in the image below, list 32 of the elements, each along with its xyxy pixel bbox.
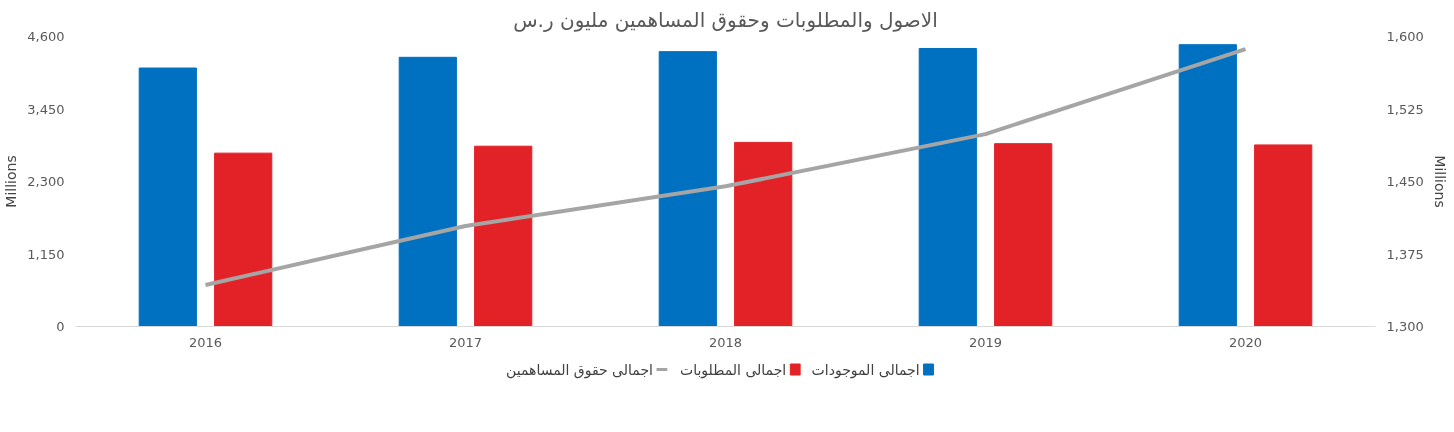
legend-label: اجمالى حقوق المساهمين <box>506 361 653 379</box>
x-tick-label: 2018 <box>708 334 743 350</box>
bar <box>734 141 793 327</box>
y-tick-label: 3,450 <box>27 101 65 117</box>
y2-tick-label: 1,450 <box>1386 174 1424 189</box>
x-tick-label: 2019 <box>968 334 1003 350</box>
y-tick-label: 0 <box>56 319 65 334</box>
bar <box>658 51 717 327</box>
y-tick-label: 4,600 <box>27 29 65 44</box>
y2-tick-label: 1,600 <box>1386 29 1424 44</box>
y2-tick-label: 1,525 <box>1386 101 1424 117</box>
bar <box>1178 44 1237 327</box>
x-tick-label: 2016 <box>188 334 223 350</box>
bar <box>1254 144 1313 327</box>
y-tick-label: 1,150 <box>27 246 65 262</box>
legend-label: اجمالى الموجودات <box>811 361 920 379</box>
bar <box>918 47 977 327</box>
legend-label: اجمالى المطلوبات <box>680 361 787 379</box>
y-tick-label: 2,300 <box>27 174 65 189</box>
bar <box>214 152 273 327</box>
bar <box>138 67 197 327</box>
y2-tick-label: 1,375 <box>1386 246 1424 262</box>
bar <box>398 56 457 327</box>
y2-tick-label: 1,300 <box>1386 319 1424 334</box>
x-tick-label: 2020 <box>1228 334 1263 350</box>
bar <box>994 143 1053 327</box>
y-axis-title: Millions <box>3 155 20 208</box>
line-series <box>203 47 1248 287</box>
x-tick-label: 2017 <box>448 334 483 350</box>
bar <box>474 145 533 327</box>
y2-axis-title: Millions <box>1431 155 1448 208</box>
chart-title: الاصول والمطلوبات وحقوق المساهمين مليون ر.س <box>513 7 938 32</box>
